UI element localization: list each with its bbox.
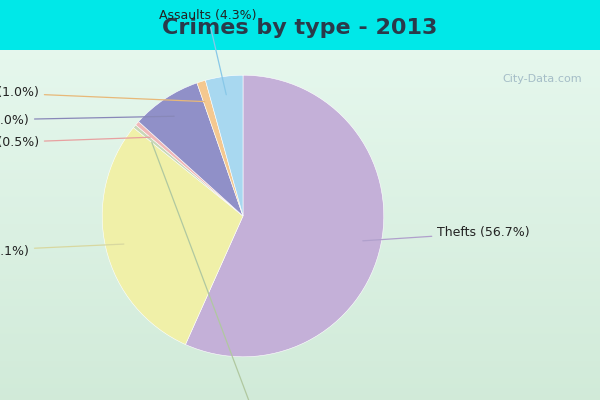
Text: Burglaries (29.1%): Burglaries (29.1%) <box>0 244 124 258</box>
Wedge shape <box>102 128 243 344</box>
Text: Auto thefts (8.0%): Auto thefts (8.0%) <box>0 114 174 127</box>
Wedge shape <box>136 122 243 216</box>
Text: City-Data.com: City-Data.com <box>502 74 582 84</box>
Wedge shape <box>205 75 243 216</box>
Wedge shape <box>185 75 384 357</box>
Text: Thefts (56.7%): Thefts (56.7%) <box>363 226 530 241</box>
Wedge shape <box>197 80 243 216</box>
Text: Crimes by type - 2013: Crimes by type - 2013 <box>163 18 437 38</box>
Text: Robberies (1.0%): Robberies (1.0%) <box>0 86 205 102</box>
Text: Rapes (0.5%): Rapes (0.5%) <box>0 136 150 149</box>
Text: Arson (0.4%): Arson (0.4%) <box>152 142 298 400</box>
Wedge shape <box>139 83 243 216</box>
Text: Assaults (4.3%): Assaults (4.3%) <box>159 9 257 95</box>
Wedge shape <box>133 125 243 216</box>
